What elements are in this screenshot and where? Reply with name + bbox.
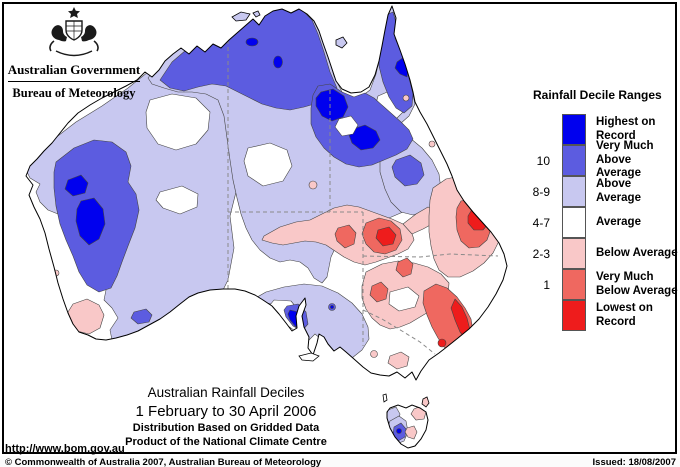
small-islands [231, 10, 430, 408]
decile-label: 1 [543, 277, 550, 292]
bureau-title: Bureau of Meteorology [12, 86, 136, 100]
legend-row: 1 Very Much Below Average [516, 268, 678, 300]
legend-row: Lowest on Record [516, 299, 678, 331]
range-label: Average [596, 215, 641, 228]
color-swatch-highest-on-record [562, 113, 586, 145]
very-much-below-average-regions [334, 197, 492, 353]
map-title: Australian Rainfall Deciles [147, 385, 305, 400]
decile-label: 4-7 [532, 215, 550, 230]
legend-row: 8-9 Above Average [516, 175, 678, 207]
bom-url: http://www.bom.gov.au [5, 443, 125, 455]
color-swatch-very-much-above-average [562, 144, 586, 176]
legend-row: 10 Very Much Above Average [516, 140, 678, 180]
map-subtitle-climate-centre: Product of the National Climate Centre [125, 436, 327, 448]
legend-row: 2-3 Below Average [516, 237, 678, 269]
issued-date: Issued: 18/08/2007 [592, 457, 676, 467]
header-divider [8, 81, 140, 82]
color-swatch-very-much-below-average [562, 268, 586, 300]
legend-row: 4-7 Average [516, 206, 678, 238]
color-swatch-above-average [562, 175, 586, 207]
tasmania-coastline [386, 404, 429, 449]
copyright-text: © Commonwealth of Australia 2007, Austra… [5, 457, 322, 467]
bottom-strip [0, 456, 680, 467]
legend-title: Rainfall Decile Ranges [533, 88, 662, 102]
range-label: Lowest on Record [596, 301, 653, 328]
color-swatch-lowest-on-record [562, 299, 586, 331]
color-swatch-average [562, 206, 586, 238]
header: Australian Government Bureau of Meteorol… [6, 6, 142, 101]
range-label: Above Average [596, 177, 641, 204]
decile-label: 10 [536, 153, 550, 168]
range-label: Highest on Record [596, 115, 656, 142]
map-period: 1 February to 30 April 2006 [135, 403, 317, 420]
legend-row: Highest on Record [516, 113, 678, 145]
decile-label: 2-3 [532, 246, 550, 261]
decile-label: 8-9 [532, 184, 550, 199]
range-label: Very Much Above Average [596, 139, 654, 180]
range-label: Very Much Below Average [596, 270, 678, 297]
coat-of-arms [49, 7, 99, 57]
map-subtitle-gridded-data: Distribution Based on Gridded Data [132, 422, 320, 434]
legend: Highest on Record 10 Very Much Above Ave… [516, 113, 678, 331]
government-title: Australian Government [7, 62, 141, 77]
color-swatch-below-average [562, 237, 586, 269]
range-label: Below Average [596, 246, 678, 259]
title-block: Australian Rainfall Deciles 1 February t… [70, 385, 382, 448]
state-borders [227, 40, 499, 355]
mainland-coastline [25, 5, 508, 381]
